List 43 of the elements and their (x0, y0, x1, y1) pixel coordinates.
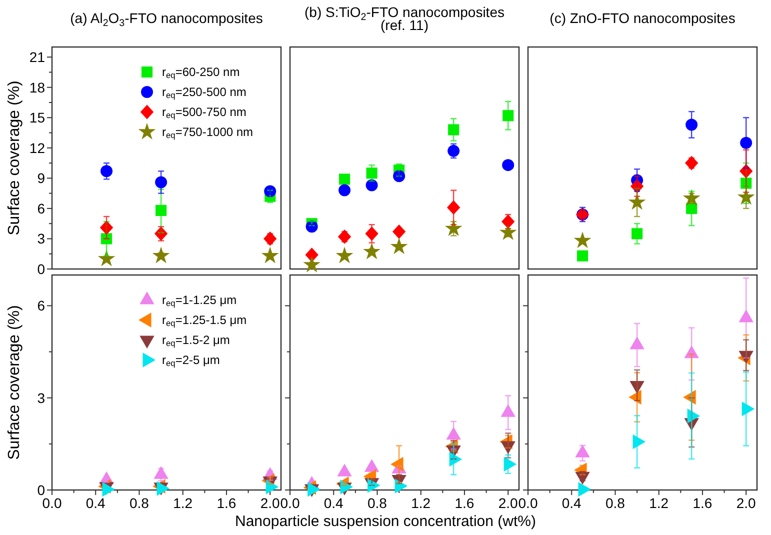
legend-label: r$_{eq}$=500-750 nm (162, 105, 246, 120)
x-tick-label: 0.4 (86, 495, 106, 511)
y-tick-label: 0 (37, 260, 46, 277)
x-tick-label: 2.0 (736, 495, 756, 511)
y-tick-label: 15 (29, 110, 46, 126)
x-axis-title: Nanoparticle suspension concentration (wt%) (235, 513, 536, 530)
chart-title: (a) Al$_{2}$O$_{3}$-FTO nanocomposites (70, 10, 263, 28)
x-tick-label: 0.0 (518, 495, 538, 511)
y-tick-label: 12 (29, 140, 46, 156)
x-tick-label: 2.0 (498, 495, 518, 511)
x-tick-label: 1.2 (649, 495, 669, 511)
legend-label: r$_{eq}$=60-250 nm (162, 65, 240, 80)
y-axis-title: Surface coverage (%) (6, 305, 23, 460)
y-tick-label: 6 (37, 200, 46, 216)
legend-label: r$_{eq}$=2-5 μm (162, 353, 220, 368)
y-tick-label: 6 (37, 298, 46, 314)
legend-label: r$_{eq}$=1-1.25 μm (162, 293, 237, 308)
legend-label: r$_{eq}$=1.5-2 μm (162, 333, 230, 348)
x-tick-label: 0.0 (280, 495, 300, 511)
x-tick-label: 1.2 (411, 495, 431, 511)
chart-title: (b) S:TiO$_{2}$-FTO nanocomposites (ref. 11) (304, 4, 504, 33)
x-tick-label: 2.0 (260, 495, 280, 511)
y-tick-label: 21 (29, 48, 46, 65)
y-tick-label: 18 (29, 79, 46, 96)
x-tick-label: 0.8 (368, 495, 388, 511)
legend-label: r$_{eq}$=750-1000 nm (162, 125, 254, 140)
x-tick-label: 0.8 (606, 495, 626, 511)
y-tick-label: 3 (37, 390, 46, 406)
y-axis-title: Surface coverage (%) (6, 80, 23, 236)
legend-label: r$_{eq}$=1.25-1.5 μm (162, 313, 247, 328)
legend-label: r$_{eq}$=250-500 nm (162, 85, 246, 100)
x-tick-label: 0.4 (562, 495, 582, 511)
x-tick-label: 0.0 (42, 495, 62, 511)
x-tick-label: 1.6 (454, 495, 474, 511)
chart-title: (c) ZnO-FTO nanocomposites (550, 10, 736, 26)
x-tick-label: 1.2 (173, 495, 193, 511)
x-tick-label: 1.6 (692, 495, 712, 511)
x-tick-label: 1.6 (216, 495, 236, 511)
x-tick-label: 0.8 (130, 495, 150, 511)
y-tick-label: 0 (37, 482, 46, 498)
y-tick-label: 3 (37, 230, 46, 247)
y-tick-label: 9 (37, 170, 46, 186)
x-tick-label: 0.4 (324, 495, 344, 511)
